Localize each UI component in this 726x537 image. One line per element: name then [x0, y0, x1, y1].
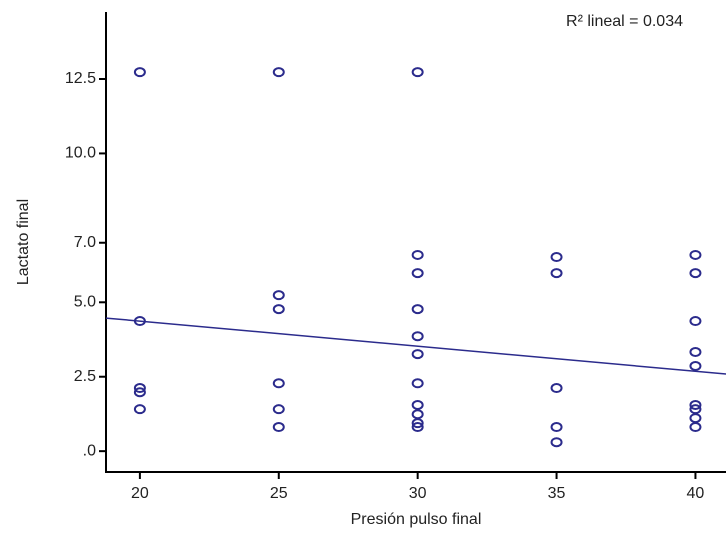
x-tick-label: 25 [270, 485, 288, 502]
point [272, 304, 285, 315]
point [411, 268, 424, 279]
point [133, 67, 146, 78]
fit-line [105, 317, 726, 375]
point [689, 347, 702, 358]
point [411, 304, 424, 315]
point [411, 349, 424, 360]
point [689, 316, 702, 327]
point [550, 252, 563, 263]
point [272, 67, 285, 78]
y-tick-label: 10.0 [65, 145, 96, 162]
point [133, 383, 146, 394]
point [411, 331, 424, 342]
point [133, 404, 146, 415]
y-tick-label: .0 [83, 442, 96, 459]
x-tick-label: 20 [131, 485, 149, 502]
point [411, 422, 424, 433]
point [411, 400, 424, 411]
y-tick-label: 5.0 [74, 294, 96, 311]
point [411, 409, 424, 420]
x-tick-label: 40 [687, 485, 705, 502]
point [689, 422, 702, 433]
point [272, 422, 285, 433]
y-tick-label: 2.5 [74, 368, 96, 385]
x-tick-label: 35 [548, 485, 566, 502]
point [411, 378, 424, 389]
point [272, 378, 285, 389]
point [689, 361, 702, 372]
point [411, 418, 424, 429]
point [550, 268, 563, 279]
point [133, 316, 146, 327]
point [550, 422, 563, 433]
point [689, 249, 702, 260]
point [689, 268, 702, 279]
annotation: R² lineal = 0.034 [566, 13, 683, 30]
point [411, 67, 424, 78]
point [550, 383, 563, 394]
point [272, 290, 285, 301]
point [272, 404, 285, 415]
x-axis-label: Presión pulso final [351, 511, 482, 528]
point [411, 249, 424, 260]
y-tick-label: 12.5 [65, 70, 96, 87]
point [689, 413, 702, 424]
point [550, 437, 563, 448]
point [689, 400, 702, 411]
x-tick-label: 30 [409, 485, 427, 502]
y-axis-label: Lactato final [15, 199, 32, 285]
point [133, 387, 146, 398]
y-tick-label: 7.0 [74, 234, 96, 251]
